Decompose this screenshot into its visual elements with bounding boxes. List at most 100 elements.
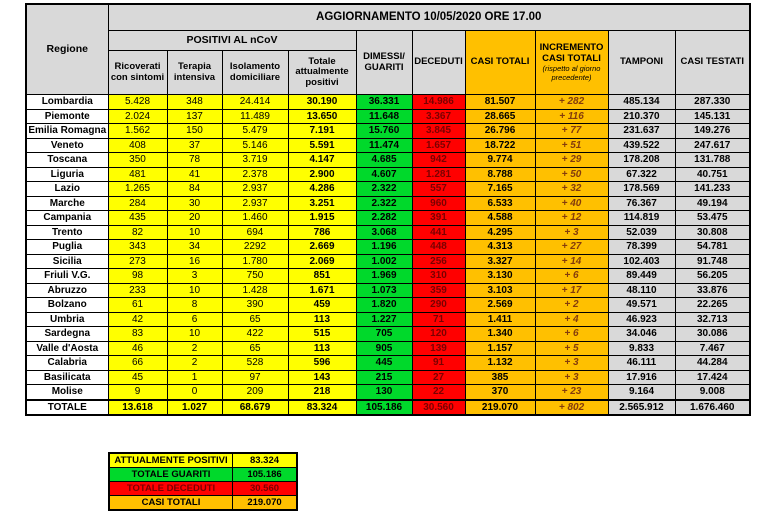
cell-regione: Sicilia	[25, 253, 109, 269]
cell-terapia-intensiva: 348	[166, 94, 223, 110]
cell-terapia-intensiva: 10	[166, 224, 223, 240]
cell-incremento: + 3	[534, 355, 609, 371]
cell-casi-totali: 1.340	[464, 326, 536, 342]
cell-tamponi: 49.571	[607, 297, 676, 313]
cell-deceduti: 441	[411, 224, 466, 240]
cell-tamponi: 9.164	[607, 384, 676, 400]
cell-casi-testati: 33.876	[674, 282, 751, 298]
cell-incremento: + 50	[534, 166, 609, 182]
cell-casi-totali: 28.665	[464, 108, 536, 124]
header-row-sub: Ricoverati con sintomi Terapia intensiva…	[26, 50, 750, 95]
cell-tamponi: 102.403	[607, 253, 676, 269]
cell-incremento: + 40	[534, 195, 609, 211]
cell-terapia-intensiva: 3	[166, 268, 223, 284]
cell-regione: Basilicata	[25, 369, 109, 385]
cell-tamponi: 78.399	[607, 239, 676, 255]
cell-dimessi-guariti: 3.068	[355, 224, 413, 240]
cell-casi-testati: 91.748	[674, 253, 751, 269]
cell-dimessi-guariti: 11.474	[355, 137, 413, 153]
cell-deceduti: 1.281	[411, 166, 466, 182]
cell-dimessi-guariti: 105.186	[355, 398, 413, 416]
cell-ricoverati: 350	[107, 152, 168, 168]
cell-ricoverati: 1.562	[107, 123, 168, 139]
table-row: Piemonte 2.024 137 11.489 13.650 11.648 3.367 2…	[25, 108, 751, 124]
cell-attualmente-positivi: 851	[287, 268, 357, 284]
cell-tamponi: 89.449	[607, 268, 676, 284]
cell-incremento: + 3	[534, 369, 609, 385]
cell-regione: Lombardia	[25, 94, 109, 110]
cell-terapia-intensiva: 150	[166, 123, 223, 139]
table-row: Calabria 66 2 528 596 445 91 1.132 + 3 46.111 44.2…	[25, 355, 751, 371]
cell-dimessi-guariti: 1.820	[355, 297, 413, 313]
cell-terapia-intensiva: 137	[166, 108, 223, 124]
cell-dimessi-guariti: 36.331	[355, 94, 413, 110]
cell-terapia-intensiva: 20	[166, 210, 223, 226]
cell-isolamento: 2292	[221, 239, 289, 255]
cell-incremento: + 77	[534, 123, 609, 139]
cell-deceduti: 3.367	[411, 108, 466, 124]
header-incremento-note: (rispetto al giorno precedente)	[542, 64, 601, 82]
cell-regione: Trento	[25, 224, 109, 240]
cell-casi-testati: 56.205	[674, 268, 751, 284]
header-incremento-title: INCREMENTO CASI TOTALI	[539, 42, 604, 64]
table-header: Regione AGGIORNAMENTO 10/05/2020 ORE 17.…	[25, 3, 751, 95]
cell-casi-totali: 219.070	[464, 398, 536, 416]
cell-regione: Liguria	[25, 166, 109, 182]
cell-regione: Toscana	[25, 152, 109, 168]
cell-attualmente-positivi: 1.671	[287, 282, 357, 298]
cell-attualmente-positivi: 113	[287, 340, 357, 356]
cell-attualmente-positivi: 459	[287, 297, 357, 313]
cell-tamponi: 52.039	[607, 224, 676, 240]
summary-body: ATTUALMENTE POSITIVI 83.324 TOTALE GUARITI…	[108, 452, 298, 511]
table-row: Friuli V.G. 98 3 750 851 1.969 310 3.130 + 6 89.4…	[25, 268, 751, 284]
header-isolamento: Isolamento domiciliare	[221, 50, 289, 95]
cell-incremento: + 29	[534, 152, 609, 168]
cell-casi-totali: 1.157	[464, 340, 536, 356]
cell-regione: Marche	[25, 195, 109, 211]
cell-terapia-intensiva: 1	[166, 369, 223, 385]
cell-casi-totali: 9.774	[464, 152, 536, 168]
cell-attualmente-positivi: 143	[287, 369, 357, 385]
table-row: Liguria 481 41 2.378 2.900 4.607 1.281 8.788 + 5…	[25, 166, 751, 182]
header-casi-totali: CASI TOTALI	[464, 30, 536, 95]
cell-terapia-intensiva: 78	[166, 152, 223, 168]
header-casi-testati: CASI TESTATI	[674, 30, 751, 95]
cell-casi-testati: 145.131	[674, 108, 751, 124]
cell-terapia-intensiva: 2	[166, 355, 223, 371]
cell-casi-testati: 141.233	[674, 181, 751, 197]
cell-incremento: + 27	[534, 239, 609, 255]
table-row: Toscana 350 78 3.719 4.147 4.685 942 9.774 + 29 1…	[25, 152, 751, 168]
cell-attualmente-positivi: 218	[287, 384, 357, 400]
cell-regione: Umbria	[25, 311, 109, 327]
table-row: Basilicata 45 1 97 143 215 27 385 + 3 17.916 17.42…	[25, 369, 751, 385]
covid-regions-table: Regione AGGIORNAMENTO 10/05/2020 ORE 17.…	[25, 3, 751, 416]
cell-deceduti: 960	[411, 195, 466, 211]
cell-dimessi-guariti: 1.002	[355, 253, 413, 269]
cell-ricoverati: 42	[107, 311, 168, 327]
header-regione: Regione	[25, 3, 109, 95]
cell-casi-testati: 1.676.460	[674, 398, 751, 416]
table-body: Lombardia 5.428 348 24.414 30.190 36.331 14.98…	[25, 94, 751, 416]
cell-tamponi: 210.370	[607, 108, 676, 124]
cell-regione: TOTALE	[25, 398, 109, 416]
cell-incremento: + 32	[534, 181, 609, 197]
cell-terapia-intensiva: 34	[166, 239, 223, 255]
cell-regione: Friuli V.G.	[25, 268, 109, 284]
cell-dimessi-guariti: 1.073	[355, 282, 413, 298]
cell-incremento: + 4	[534, 311, 609, 327]
cell-attualmente-positivi: 1.915	[287, 210, 357, 226]
cell-ricoverati: 1.265	[107, 181, 168, 197]
cell-deceduti: 310	[411, 268, 466, 284]
cell-tamponi: 178.208	[607, 152, 676, 168]
header-tamponi: TAMPONI	[607, 30, 676, 95]
cell-casi-totali: 1.411	[464, 311, 536, 327]
cell-casi-totali: 4.313	[464, 239, 536, 255]
cell-isolamento: 3.719	[221, 152, 289, 168]
cell-ricoverati: 13.618	[107, 398, 168, 416]
cell-tamponi: 48.110	[607, 282, 676, 298]
cell-ricoverati: 284	[107, 195, 168, 211]
cell-attualmente-positivi: 2.669	[287, 239, 357, 255]
cell-ricoverati: 233	[107, 282, 168, 298]
cell-attualmente-positivi: 13.650	[287, 108, 357, 124]
